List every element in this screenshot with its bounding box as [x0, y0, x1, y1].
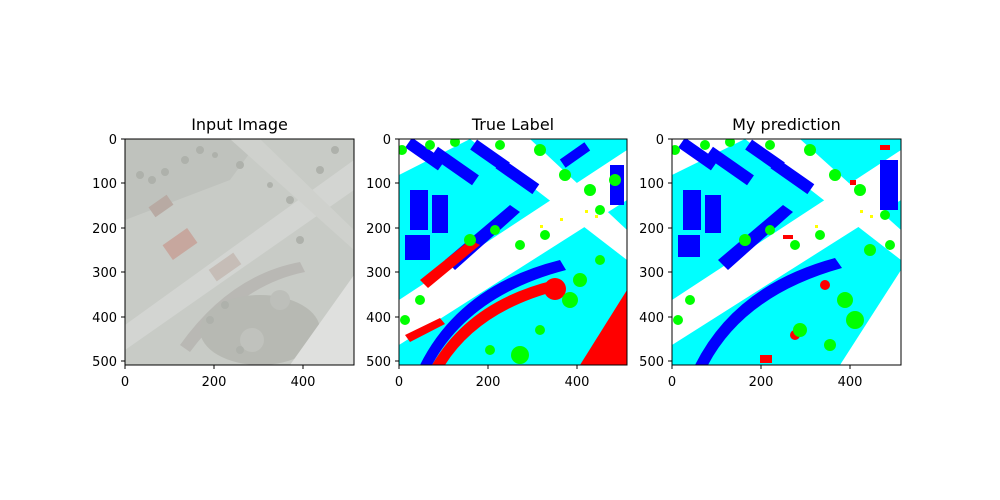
y-tick-label: 0: [656, 133, 664, 148]
y-tick-label: 300: [92, 266, 117, 281]
panel-true-label: True Label: [366, 115, 628, 390]
axes-frame: [124, 138, 355, 366]
panel-my-prediction: My prediction: [639, 115, 902, 390]
input-image: [125, 139, 354, 365]
y-tick-label: 0: [383, 133, 391, 148]
panel-title: My prediction: [732, 115, 841, 134]
x-tick-label: 400: [291, 375, 316, 390]
y-tick-label: 200: [366, 222, 391, 237]
y-tick-label: 100: [639, 177, 664, 192]
panel-input-image: Input Image: [92, 115, 355, 390]
y-tick-label: 100: [366, 177, 391, 192]
y-tick-label: 500: [366, 355, 391, 370]
true-label-image: [399, 139, 627, 365]
y-tick-label: 100: [92, 177, 117, 192]
x-tick-label: 0: [395, 375, 403, 390]
y-tick-label: 500: [639, 355, 664, 370]
x-tick-label: 200: [749, 375, 774, 390]
panel-title: True Label: [471, 115, 554, 134]
y-tick-label: 500: [92, 355, 117, 370]
y-tick-label: 300: [366, 266, 391, 281]
y-tick-label: 200: [92, 222, 117, 237]
axes-frame: [671, 138, 902, 366]
y-tick-label: 400: [366, 311, 391, 326]
x-tick-label: 200: [202, 375, 227, 390]
y-tick-label: 0: [109, 133, 117, 148]
x-tick-label: 200: [476, 375, 501, 390]
axes-frame: [398, 138, 628, 366]
x-tick-label: 400: [838, 375, 863, 390]
y-tick-label: 400: [92, 311, 117, 326]
x-tick-label: 0: [668, 375, 676, 390]
y-tick-label: 300: [639, 266, 664, 281]
prediction-image: [672, 139, 901, 365]
panel-title: Input Image: [191, 115, 288, 134]
x-tick-label: 400: [565, 375, 590, 390]
x-tick-label: 0: [121, 375, 129, 390]
y-tick-label: 400: [639, 311, 664, 326]
y-tick-label: 200: [639, 222, 664, 237]
